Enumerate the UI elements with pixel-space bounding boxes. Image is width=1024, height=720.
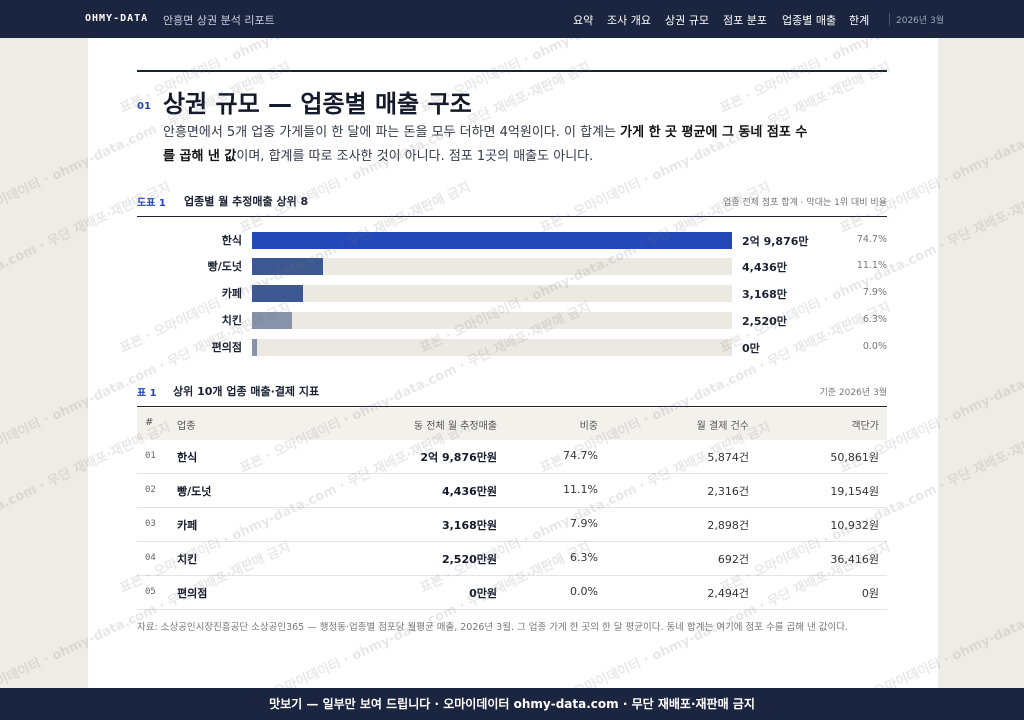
column-header: 동 전체 월 추정매출 bbox=[413, 421, 497, 432]
figure-label: 도표 1 bbox=[137, 198, 166, 209]
row-divider bbox=[137, 541, 887, 542]
table-cell: 0만원 bbox=[469, 587, 497, 600]
title-rule bbox=[137, 70, 887, 72]
table-cell: 36,416원 bbox=[830, 553, 879, 566]
bar bbox=[252, 232, 732, 249]
nav-link[interactable]: 한계 bbox=[849, 14, 870, 27]
table-cell: 02 bbox=[145, 485, 156, 495]
table-cell: 692건 bbox=[717, 553, 749, 566]
value-label: 4,436만 bbox=[742, 261, 787, 274]
table-cell: 01 bbox=[145, 451, 156, 461]
table-cell: 0원 bbox=[861, 587, 879, 600]
nav-date: 2026년 3월 bbox=[889, 13, 944, 26]
lead-paragraph: 안흥면에서 5개 업종 가게들이 한 달에 파는 돈을 모두 더하면 4억원이다… bbox=[163, 121, 813, 169]
column-header: 월 결제 건수 bbox=[696, 421, 749, 432]
table-cell: 5,874건 bbox=[707, 451, 749, 464]
lead-text: 이며, 합계를 따로 조사한 것이 아니다. 점포 1곳의 매출도 아니다. bbox=[236, 149, 594, 164]
bar bbox=[252, 285, 303, 302]
row-divider bbox=[137, 473, 887, 474]
table-cell: 11.1% bbox=[563, 483, 598, 496]
nav-link[interactable]: 업종별 매출 bbox=[782, 14, 837, 27]
table-cell: 편의점 bbox=[177, 587, 208, 600]
table-cell: 04 bbox=[145, 553, 156, 563]
figure-title: 업종별 월 추정매출 상위 8 bbox=[184, 195, 309, 208]
nav-subtitle: 안흥면 상권 분석 리포트 bbox=[163, 14, 275, 27]
section-title: 상권 규모 — 업종별 매출 구조 bbox=[163, 90, 472, 118]
nav-link[interactable]: 점포 분포 bbox=[723, 14, 767, 27]
table-cell: 3,168만원 bbox=[441, 519, 497, 532]
table-cell: 10,932원 bbox=[830, 519, 879, 532]
column-header: 업종 bbox=[177, 421, 196, 432]
table-cell: 2,898건 bbox=[707, 519, 749, 532]
share-label: 0.0% bbox=[862, 341, 887, 352]
figure-note: 업종 전체 점포 합계 · 막대는 1위 대비 비율 bbox=[723, 198, 887, 208]
table-cell: 2,316건 bbox=[707, 485, 749, 498]
column-header: 비중 bbox=[579, 421, 598, 432]
share-label: 6.3% bbox=[862, 314, 887, 325]
table-cell: 03 bbox=[145, 519, 156, 529]
table-cell: 74.7% bbox=[563, 449, 598, 462]
lead-emphasis: 가게 한 곳 평균에 그 동네 점포 수를 곱해 낸 값 bbox=[163, 125, 808, 164]
table-header-bg bbox=[137, 408, 887, 440]
share-label: 74.7% bbox=[856, 234, 887, 245]
table-cell: 빵/도넛 bbox=[177, 485, 212, 498]
table-cell: 05 bbox=[145, 587, 156, 597]
bar-track bbox=[252, 258, 732, 275]
nav-link[interactable]: 조사 개요 bbox=[607, 14, 651, 27]
footer-text: 맛보기 — 일부만 보여 드립니다 · 오마이데이터 ohmy-data.com… bbox=[269, 697, 755, 711]
table-cell: 2,520만원 bbox=[441, 553, 497, 566]
footer-banner: 맛보기 — 일부만 보여 드립니다 · 오마이데이터 ohmy-data.com… bbox=[0, 688, 1024, 720]
bar-label: 카페 bbox=[221, 287, 242, 300]
value-label: 2억 9,876만 bbox=[742, 235, 809, 248]
table-cell: 한식 bbox=[177, 451, 198, 464]
table-cell: 카페 bbox=[177, 519, 198, 532]
row-divider bbox=[137, 507, 887, 508]
table-cell: 50,861원 bbox=[830, 451, 879, 464]
table-cell: 0.0% bbox=[570, 585, 598, 598]
row-divider bbox=[137, 609, 887, 610]
value-label: 0만 bbox=[742, 342, 760, 355]
bar bbox=[252, 258, 324, 275]
table-note: 기준 2026년 3월 bbox=[819, 388, 887, 398]
figure-rule bbox=[137, 216, 887, 217]
source-note: 자료: 소상공인시장진흥공단 소상공인365 — 행정동·업종별 점포당 월평균… bbox=[137, 622, 849, 633]
table-label: 표 1 bbox=[137, 388, 157, 399]
row-divider bbox=[137, 575, 887, 576]
nav-link[interactable]: 상권 규모 bbox=[665, 14, 709, 27]
table-cell: 4,436만원 bbox=[441, 485, 497, 498]
table-cell: 6.3% bbox=[570, 551, 598, 564]
bar-label: 한식 bbox=[221, 234, 242, 247]
table-cell: 2억 9,876만원 bbox=[420, 451, 497, 464]
section-number: 01 bbox=[137, 101, 151, 112]
table-cell: 2,494건 bbox=[707, 587, 749, 600]
column-header: 객단가 bbox=[851, 421, 879, 432]
bar bbox=[252, 312, 293, 329]
value-label: 3,168만 bbox=[742, 288, 787, 301]
top-nav: OHMY-DATA 안흥면 상권 분석 리포트 2026년 3월 요약 조사 개요… bbox=[0, 0, 1024, 38]
bar-track bbox=[252, 312, 732, 329]
bar bbox=[252, 339, 257, 356]
bar-label: 빵/도넛 bbox=[207, 260, 242, 273]
share-label: 11.1% bbox=[856, 260, 887, 271]
bar-label: 치킨 bbox=[221, 314, 242, 327]
share-label: 7.9% bbox=[862, 287, 887, 298]
bar-label: 편의점 bbox=[211, 341, 242, 354]
lead-text: 안흥면에서 5개 업종 가게들이 한 달에 파는 돈을 모두 더하면 4억원이다… bbox=[163, 125, 621, 140]
table-title: 상위 10개 업종 매출·결제 지표 bbox=[173, 385, 320, 398]
table-cell: 19,154원 bbox=[830, 485, 879, 498]
content-card bbox=[88, 38, 938, 688]
table-cell: 치킨 bbox=[177, 553, 198, 566]
table-rule bbox=[137, 406, 887, 407]
bar-track bbox=[252, 339, 732, 356]
bar-track bbox=[252, 285, 732, 302]
brand[interactable]: OHMY-DATA bbox=[85, 13, 149, 24]
nav-link[interactable]: 요약 bbox=[573, 14, 594, 27]
table-cell: 7.9% bbox=[570, 517, 598, 530]
value-label: 2,520만 bbox=[742, 315, 787, 328]
column-header: # bbox=[145, 417, 154, 428]
